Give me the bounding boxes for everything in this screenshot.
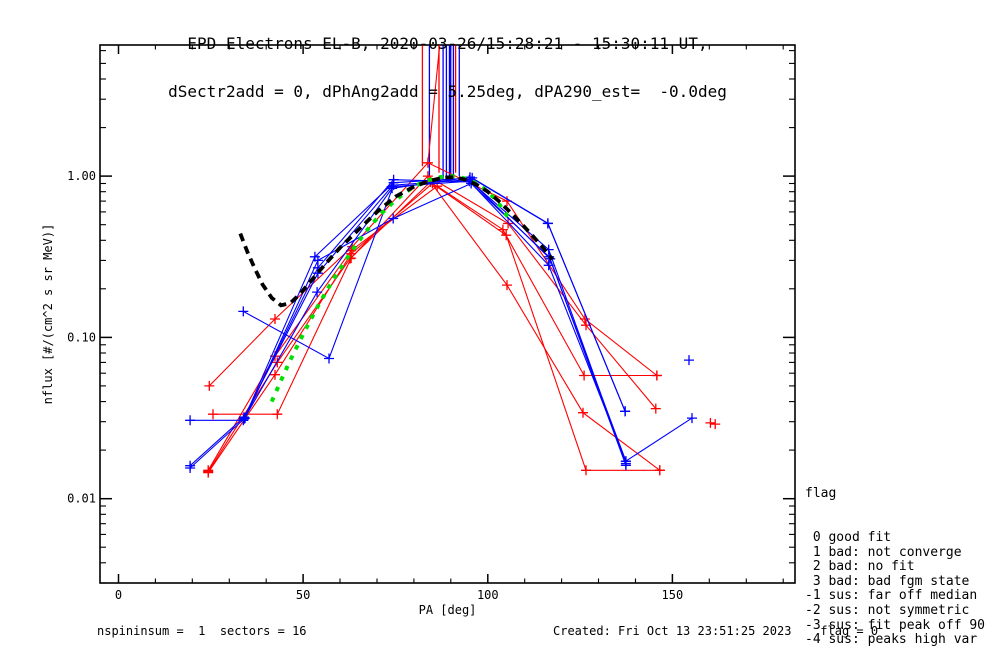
x-axis-label: PA [deg] xyxy=(419,603,477,617)
plus-marker xyxy=(581,465,591,476)
x-tick-label: 150 xyxy=(662,588,684,602)
plus-marker xyxy=(324,353,334,364)
flag-legend: flag 0 good fit 1 bad: not converge 2 ba… xyxy=(805,458,985,648)
x-tick-label: 0 xyxy=(115,588,122,602)
plus-marker xyxy=(543,260,554,271)
plus-marker xyxy=(309,251,320,262)
plus-marker xyxy=(204,380,215,391)
legend-line: 2 bad: no fit xyxy=(805,559,915,575)
x-tick-label: 100 xyxy=(477,588,499,602)
footer-annotation-right: Created: Fri Oct 13 23:51:25 2023 flag =… xyxy=(553,624,879,638)
series-blue-2 xyxy=(189,182,693,469)
y-tick-label: 0.01 xyxy=(67,492,96,506)
plot-box xyxy=(99,44,796,584)
plus-marker xyxy=(203,467,214,478)
plus-marker xyxy=(185,460,196,471)
plus-marker xyxy=(654,465,665,476)
plus-marker xyxy=(503,218,514,229)
series-blue-4 xyxy=(243,179,627,464)
plus-marker xyxy=(620,406,631,417)
plus-marker xyxy=(542,218,553,229)
plus-marker xyxy=(270,314,280,324)
plus-marker xyxy=(501,230,512,241)
plus-marker xyxy=(422,157,433,168)
legend-line: -1 sus: far off median xyxy=(805,588,978,604)
series-red-2 xyxy=(213,175,657,415)
plus-marker xyxy=(687,413,697,424)
plus-marker xyxy=(388,213,399,224)
plus-marker xyxy=(650,403,661,414)
legend-line: 1 bad: not converge xyxy=(805,544,962,560)
plus-marker xyxy=(272,409,283,420)
plus-marker xyxy=(579,370,590,381)
legend-line: 0 good fit xyxy=(805,529,892,545)
series-red-4 xyxy=(207,181,661,472)
plus-marker xyxy=(185,415,196,426)
series-blue-5 xyxy=(243,177,626,420)
plus-marker xyxy=(684,355,694,366)
legend-line: 3 bad: bad fgm state xyxy=(805,573,970,589)
plus-marker xyxy=(705,417,716,428)
y-tick-label: 0.10 xyxy=(67,330,96,344)
y-tick-label: 1.00 xyxy=(67,169,96,183)
footer-annotation-left: nspininsum = 1 sectors = 16 xyxy=(97,624,307,638)
series-red-5 xyxy=(207,182,660,473)
plus-marker xyxy=(620,456,631,467)
black-dashed-fit xyxy=(238,175,554,308)
legend-line: -2 sus: not symmetric xyxy=(805,602,970,618)
legend-line: -3 sus: fit peak off 90 xyxy=(805,617,986,633)
red-offscale-slant xyxy=(427,44,441,163)
plus-marker xyxy=(386,181,397,192)
plus-marker xyxy=(710,419,721,430)
plus-marker xyxy=(651,370,662,381)
plus-marker xyxy=(578,407,588,418)
plus-marker xyxy=(502,280,512,291)
plot-title-line2: dSectr2add = 0, dPhAng2add = 5.25deg, dP… xyxy=(168,82,727,101)
series-blue-3 xyxy=(243,179,627,466)
x-tick-label: 50 xyxy=(296,588,310,602)
plus-marker xyxy=(346,248,357,259)
series-red-3 xyxy=(207,185,657,471)
series-blue-6 xyxy=(189,180,627,467)
series-blue-1 xyxy=(190,176,626,421)
green-dotted-fit xyxy=(269,174,510,403)
plus-marker xyxy=(270,369,280,380)
plot-title: EPD Electrons EL-B, 2020-03-26/15:28:21 … xyxy=(100,4,795,132)
plus-marker xyxy=(272,357,283,368)
flag-legend-title: flag xyxy=(805,486,837,502)
y-axis-label: nflux [#/(cm^2 s sr MeV)] xyxy=(41,224,55,405)
plus-marker xyxy=(239,412,249,423)
plus-marker xyxy=(238,306,249,317)
legend-line: -4 sus: peaks high var xyxy=(805,632,978,648)
plus-marker xyxy=(312,287,323,298)
plus-marker xyxy=(208,409,218,420)
plot-title-line1: EPD Electrons EL-B, 2020-03-26/15:28:21 … xyxy=(187,34,708,53)
